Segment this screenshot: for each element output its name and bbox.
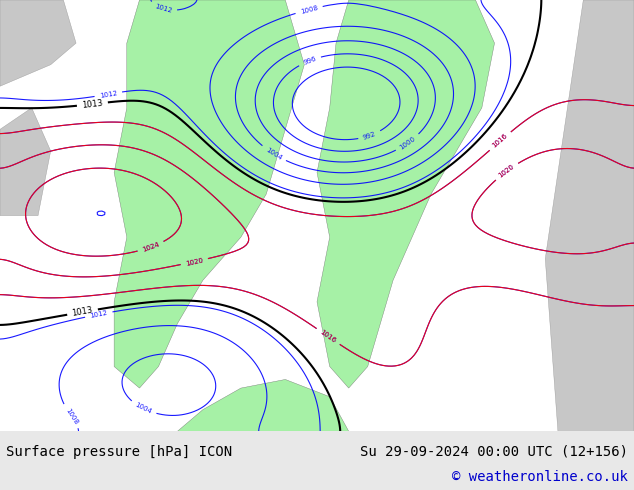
Text: 1013: 1013 [72, 306, 94, 318]
Text: 1004: 1004 [264, 147, 283, 161]
Text: © weatheronline.co.uk: © weatheronline.co.uk [452, 470, 628, 484]
Text: 1000: 1000 [399, 135, 417, 150]
Text: 1012: 1012 [89, 310, 108, 319]
Polygon shape [178, 379, 349, 431]
Polygon shape [0, 0, 76, 86]
Polygon shape [317, 0, 495, 388]
Text: 1024: 1024 [141, 241, 160, 253]
Text: 1013: 1013 [81, 98, 103, 110]
Text: 1016: 1016 [491, 133, 509, 149]
Text: 996: 996 [302, 55, 317, 66]
Text: 1024: 1024 [141, 241, 160, 253]
Text: 1016: 1016 [319, 329, 337, 344]
Text: 1008: 1008 [300, 4, 318, 15]
Text: 992: 992 [362, 130, 377, 141]
Text: 1016: 1016 [491, 133, 509, 149]
Text: 1004: 1004 [134, 402, 153, 415]
Text: 1012: 1012 [154, 3, 172, 14]
Polygon shape [0, 108, 51, 216]
Text: 1016: 1016 [319, 329, 337, 344]
Text: 1012: 1012 [99, 90, 118, 98]
Text: Surface pressure [hPa] ICON: Surface pressure [hPa] ICON [6, 445, 233, 459]
Text: 1008: 1008 [64, 407, 79, 425]
Text: 1020: 1020 [498, 164, 515, 179]
Text: Su 29-09-2024 00:00 UTC (12+156): Su 29-09-2024 00:00 UTC (12+156) [359, 445, 628, 459]
Polygon shape [545, 0, 634, 431]
Text: 1020: 1020 [185, 257, 204, 267]
Text: 1020: 1020 [498, 164, 515, 179]
Text: 1020: 1020 [185, 257, 204, 267]
Polygon shape [114, 0, 304, 388]
